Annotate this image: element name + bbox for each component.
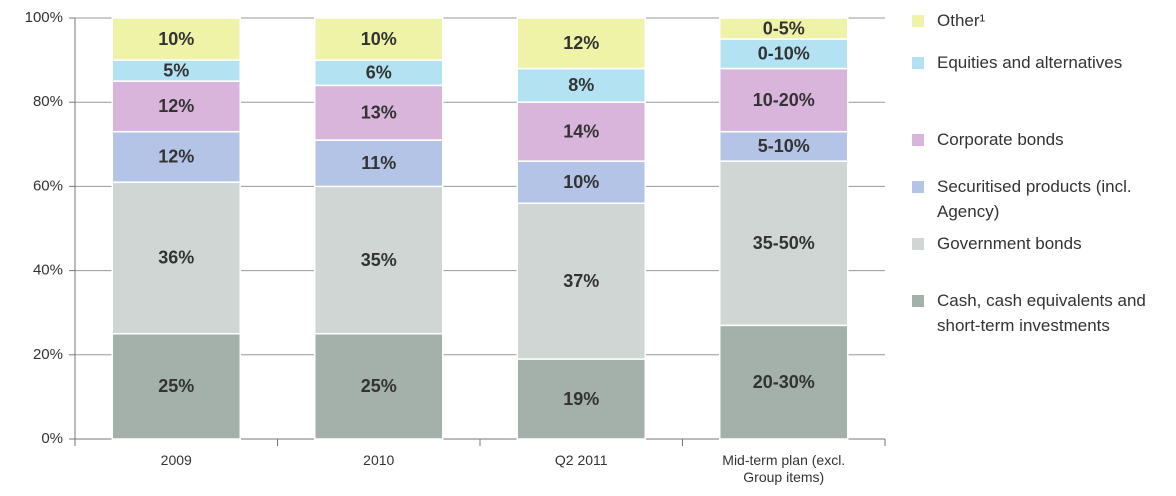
- bar-segment: [314, 185, 444, 335]
- value-label: 10-20%: [753, 90, 815, 110]
- x-tick-label: Q2 2011: [554, 452, 608, 468]
- value-label: 35-50%: [753, 233, 815, 253]
- legend-swatch: [912, 57, 924, 69]
- y-tick-label: 100%: [25, 9, 63, 26]
- value-label: 0-5%: [763, 18, 805, 38]
- legend-swatch: [912, 238, 924, 250]
- legend-label: Other¹: [937, 11, 986, 30]
- bar-segment: [719, 160, 849, 327]
- y-tick-label: 0%: [41, 430, 63, 447]
- y-tick-label: 20%: [33, 346, 63, 363]
- legend-label: Cash, cash equivalents and short-term in…: [937, 291, 1146, 335]
- bar-segment: [111, 333, 241, 440]
- bar-segment: [719, 17, 849, 40]
- bar-segment: [516, 160, 646, 204]
- value-label: 12%: [563, 33, 599, 53]
- bar-segment: [314, 17, 444, 61]
- bar-segment: [516, 67, 646, 103]
- bar-segment: [516, 358, 646, 440]
- bar-segment: [719, 130, 849, 162]
- x-tick-label: Mid-term plan (excl. Group items): [722, 452, 846, 485]
- bar-segment: [516, 101, 646, 162]
- bar-segment: [516, 17, 646, 70]
- legend-swatch: [912, 15, 924, 27]
- legend-label: Equities and alternatives: [937, 53, 1123, 72]
- bar-segment: [314, 59, 444, 87]
- bar-segment: [314, 333, 444, 440]
- legend-swatch: [912, 134, 924, 146]
- value-label: 12%: [158, 147, 194, 167]
- bar-segment: [719, 324, 849, 440]
- value-label: 8%: [568, 75, 594, 95]
- value-label: 35%: [361, 250, 397, 270]
- value-label: 0-10%: [758, 44, 810, 64]
- bar-segment: [111, 17, 241, 61]
- value-label: 10%: [563, 172, 599, 192]
- value-label: 13%: [361, 102, 397, 122]
- value-label: 11%: [361, 153, 396, 173]
- value-label: 12%: [158, 96, 194, 116]
- legend-label: Securitised products (incl. Agency): [937, 177, 1132, 221]
- bar-segment: [314, 139, 444, 188]
- x-tick-label: 2009: [160, 452, 192, 468]
- y-tick-label: 80%: [33, 93, 63, 110]
- legend-label: Government bonds: [937, 234, 1082, 253]
- value-label: 10%: [361, 29, 397, 49]
- bar-segment: [111, 80, 241, 133]
- value-label: 25%: [158, 376, 194, 396]
- x-tick-label: 2010: [363, 452, 395, 468]
- value-label: 37%: [563, 271, 599, 291]
- value-label: 10%: [158, 29, 194, 49]
- value-label: 36%: [158, 248, 194, 268]
- legend-label: Corporate bonds: [937, 130, 1064, 149]
- value-label: 5%: [163, 60, 189, 80]
- value-label: 6%: [366, 62, 392, 82]
- value-label: 25%: [361, 376, 397, 396]
- value-label: 19%: [563, 389, 599, 409]
- legend-swatch: [912, 181, 924, 193]
- y-tick-label: 40%: [33, 262, 63, 279]
- value-label: 14%: [563, 121, 599, 141]
- bar-segment: [719, 38, 849, 70]
- bar-segment: [314, 84, 444, 141]
- value-label: 5-10%: [758, 136, 810, 156]
- value-label: 20-30%: [753, 372, 815, 392]
- legend-swatch: [912, 295, 924, 307]
- y-tick-label: 60%: [33, 177, 63, 194]
